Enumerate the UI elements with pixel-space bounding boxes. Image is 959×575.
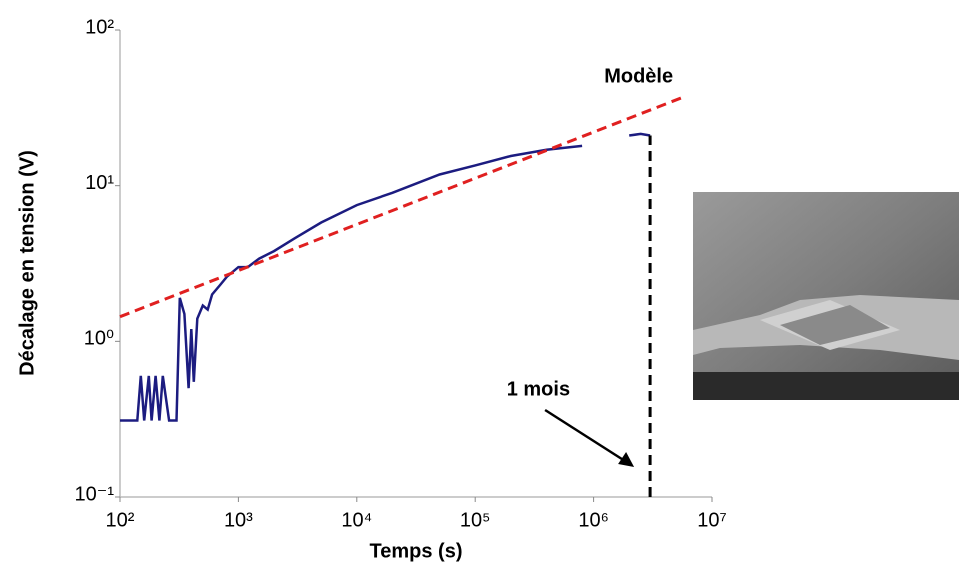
- y-tick-label: 10¹: [85, 172, 114, 194]
- sem-image: [693, 192, 959, 400]
- x-tick-label: 10²: [106, 509, 135, 531]
- x-tick-label: 10⁵: [460, 509, 491, 531]
- x-axis-title: Temps (s): [370, 540, 463, 562]
- y-tick-label: 10⁻¹: [75, 483, 115, 505]
- data-line: [120, 132, 651, 422]
- month-arrowhead: [618, 452, 635, 467]
- x-tick-label: 10⁶: [578, 509, 608, 531]
- y-tick-label: 10²: [85, 16, 114, 38]
- model-line: [119, 95, 684, 319]
- month-arrow: [544, 408, 629, 465]
- x-tick-label: 10⁷: [697, 509, 726, 531]
- y-tick-label: 10⁰: [84, 328, 114, 350]
- y-axis-title: Décalage en tension (V): [16, 150, 38, 376]
- x-tick-label: 10⁴: [341, 509, 372, 531]
- month-label: 1 mois: [507, 378, 570, 400]
- series-label: Modèle: [604, 65, 673, 87]
- x-tick-label: 10³: [224, 509, 253, 531]
